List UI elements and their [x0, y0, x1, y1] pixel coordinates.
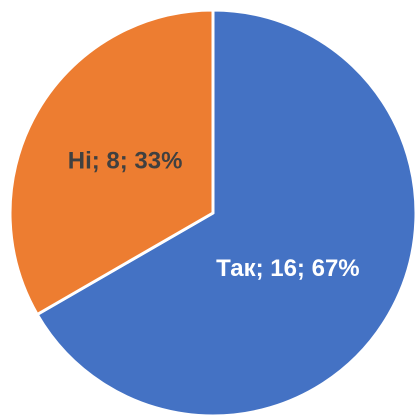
data-label: Ні; 8; 33%: [68, 148, 183, 175]
data-label: Так; 16; 67%: [216, 255, 359, 282]
pie-slice: [35, 8, 418, 416]
pie-slice: [8, 8, 215, 316]
